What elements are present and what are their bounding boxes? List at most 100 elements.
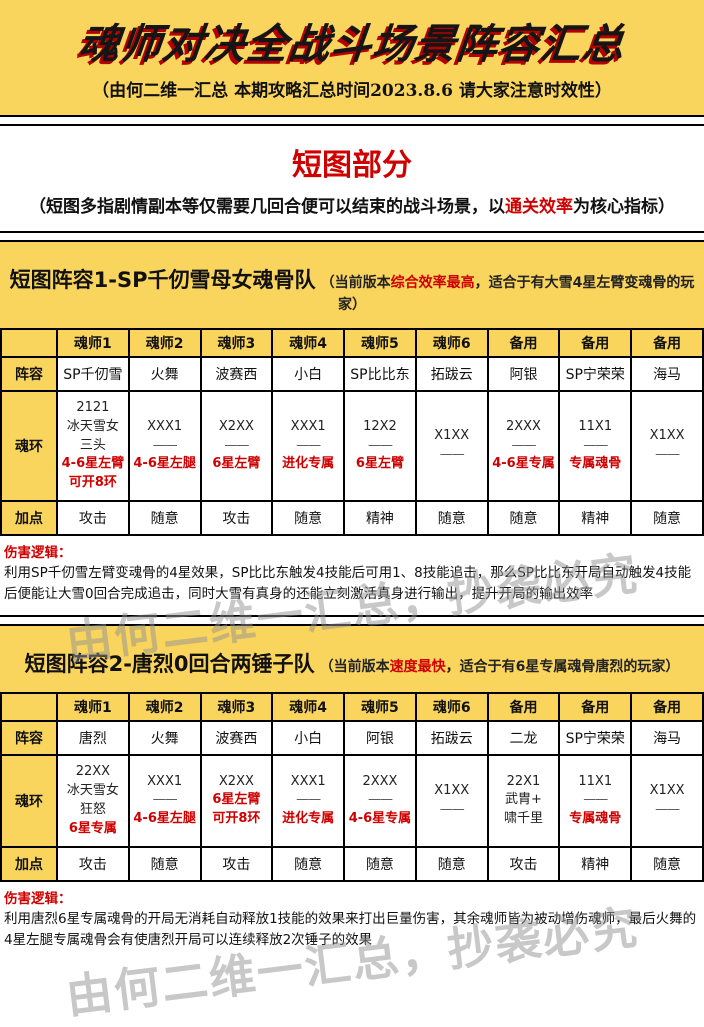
rings-main-line: X2XX (218, 773, 254, 789)
rings-cell: 12X2 —— 6星左臂 (343, 390, 417, 502)
row-label-rings: 魂环 (0, 390, 58, 502)
section-divider (0, 614, 704, 626)
rings-cell: 2XXX —— 4-6星专属 (486, 390, 561, 502)
column-header: 备用 (558, 691, 633, 722)
rings-requirement-line: 进化专属 (282, 456, 335, 472)
rings-main-line: XXX1 (147, 773, 183, 789)
lineup-cell: SP比比东 (343, 356, 417, 392)
damage-logic-2: 伤害逻辑： 利用唐烈6星专属魂骨的开局无消耗自动释放1技能的效果来打出巨量伤害，… (0, 881, 704, 961)
rings-main-line: 11X1 (578, 773, 613, 789)
column-header: 魂师3 (199, 691, 274, 722)
roster-2-note-highlight: 速度最快 (389, 658, 446, 675)
lineup-cell: 拓跋云 (414, 719, 489, 756)
roster-table-1: 魂师1 魂师2 魂师3 魂师4 魂师5 魂师6 备用 备用 备用 阵容 SP千仞雪 火舞 波赛西 小白 SP… (0, 328, 704, 536)
rings-cell: 11X1 —— 专属魂骨 (558, 390, 633, 502)
rings-main-line: 武胄+ (505, 792, 542, 808)
rings-cell: X1XX —— (414, 390, 489, 502)
rings-main-line: X1XX (434, 783, 470, 798)
lineup-cell: 火舞 (127, 356, 202, 392)
intro-subtitle: （短图多指剧情副本等仅需要几回合便可以结束的战斗场景，以通关效率为核心指标） (0, 192, 704, 217)
lineup-cell: 二龙 (486, 719, 561, 756)
lineup-cell: 唐烈 (56, 719, 130, 756)
rings-requirement-line: 专属魂骨 (569, 811, 622, 827)
roster-1-title: 短图阵容1-SP千仞雪母女魂骨队 (9, 268, 316, 292)
row-label-rings: 魂环 (0, 753, 58, 848)
stats-cell: 随意 (630, 845, 704, 882)
column-header: 魂师1 (56, 328, 130, 358)
lineup-cell: 火舞 (127, 719, 202, 756)
damage-logic-1-label: 伤害逻辑： (4, 545, 72, 561)
rings-requirement-line: 6星专属 (68, 820, 117, 836)
rings-main-line: XXX1 (290, 773, 326, 789)
stats-cell: 随意 (414, 500, 489, 536)
column-header: 魂师2 (127, 328, 202, 358)
stats-cell: 随意 (271, 500, 346, 536)
stats-cell: 攻击 (56, 500, 130, 536)
damage-logic-2-label: 伤害逻辑： (4, 890, 72, 907)
rings-requirement-line: 可开8环 (212, 811, 261, 827)
column-header: 魂师6 (414, 328, 489, 358)
rings-dash: —— (296, 437, 321, 453)
rings-dash: —— (511, 437, 536, 453)
rings-requirement-line: 6星左臂 (355, 456, 404, 472)
table-corner-cell (0, 691, 58, 722)
rings-cell: XXX1 —— 进化专属 (271, 390, 346, 502)
rings-requirement-line: 进化专属 (282, 811, 335, 827)
rings-main-line: XXX1 (147, 418, 183, 434)
rings-main-line: 冰天雪女 (66, 418, 119, 434)
rings-main-line: 2XXX (505, 418, 541, 434)
column-header: 备用 (630, 691, 704, 722)
table-corner-cell (0, 328, 58, 358)
rings-cell: X1XX —— (630, 390, 704, 502)
stats-cell: 随意 (414, 845, 489, 882)
section-divider (0, 231, 704, 242)
rings-cell: 2121 冰天雪女 三头 4-6星左臂 可开8环 (56, 390, 130, 502)
intro-subtitle-highlight: 通关效率 (505, 197, 573, 217)
rings-dash: —— (439, 447, 465, 462)
column-header: 魂师4 (271, 328, 346, 358)
rings-dash: —— (583, 792, 608, 808)
column-header: 备用 (486, 328, 561, 358)
roster-section-2: 短图阵容2-唐烈0回合两锤子队 （当前版本速度最快，适合于有6星专属魂骨唐烈的玩… (0, 625, 704, 1024)
rings-dash: —— (583, 437, 608, 453)
rings-requirement-line: 4-6星左腿 (133, 456, 196, 472)
roster-2-title: 短图阵容2-唐烈0回合两锤子队 (24, 651, 315, 676)
column-header: 魂师5 (343, 691, 417, 722)
lineup-cell: 海马 (630, 719, 704, 756)
rings-requirement-line: 6星左臂 (212, 792, 261, 808)
lineup-cell: 海马 (630, 356, 704, 392)
column-header: 魂师1 (56, 691, 130, 722)
page-subtitle: （由何二维一汇总 本期攻略汇总时间2023.8.6 请大家注意时效性） (92, 81, 612, 101)
lineup-cell: 阿银 (486, 356, 561, 392)
intro-section: 短图部分 （短图多指剧情副本等仅需要几回合便可以结束的战斗场景，以通关效率为核心… (0, 126, 704, 231)
rings-main-line: X1XX (649, 783, 685, 798)
stats-cell: 攻击 (199, 845, 274, 882)
roster-2-note-suffix: ，适合于有6星专属魂骨唐烈的玩家） (445, 658, 680, 675)
rings-cell: 22X1 武胄+ 啸千里 (486, 753, 561, 848)
column-header: 魂师3 (199, 328, 274, 358)
roster-1-titleline: 短图阵容1-SP千仞雪母女魂骨队 （当前版本综合效率最高，适合于有大雪4星左臂变… (0, 264, 704, 314)
roster-section-1: 短图阵容1-SP千仞雪母女魂骨队 （当前版本综合效率最高，适合于有大雪4星左臂变… (0, 242, 704, 670)
rings-cell: XXX1 —— 4-6星左腿 (127, 390, 202, 502)
stats-cell: 攻击 (199, 500, 274, 536)
lineup-cell: 波赛西 (199, 719, 274, 756)
row-label-lineup: 阵容 (0, 719, 58, 756)
rings-main-line: 冰天雪女 (66, 783, 119, 798)
stats-cell: 随意 (127, 500, 202, 536)
roster-1-note-prefix: （当前版本 (320, 275, 391, 291)
rings-dash: —— (296, 792, 321, 808)
rings-main-line: XXX1 (290, 418, 326, 434)
stats-cell: 随意 (271, 845, 346, 882)
lineup-cell: SP宁荣荣 (558, 719, 633, 756)
page-header: 魂师对决全战斗场景阵容汇总 （由何二维一汇总 本期攻略汇总时间2023.8.6 … (0, 0, 704, 115)
rings-cell: XXX1 —— 4-6星左腿 (127, 753, 202, 848)
rings-requirement-line: 4-6星专属 (348, 811, 412, 827)
intro-subtitle-prefix: （短图多指剧情副本等仅需要几回合便可以结束的战斗场景，以 (29, 197, 505, 217)
rings-cell: XXX1 —— 进化专属 (271, 753, 346, 848)
stats-cell: 随意 (486, 500, 561, 536)
rings-dash: —— (439, 801, 465, 817)
damage-logic-1: 伤害逻辑： 利用SP千仞雪左臂变魂骨的4星效果，SP比比东触发4技能后可用1、8… (0, 536, 704, 615)
row-label-lineup: 阵容 (0, 356, 58, 392)
rings-cell: X2XX 6星左臂可开8环 (199, 753, 274, 848)
